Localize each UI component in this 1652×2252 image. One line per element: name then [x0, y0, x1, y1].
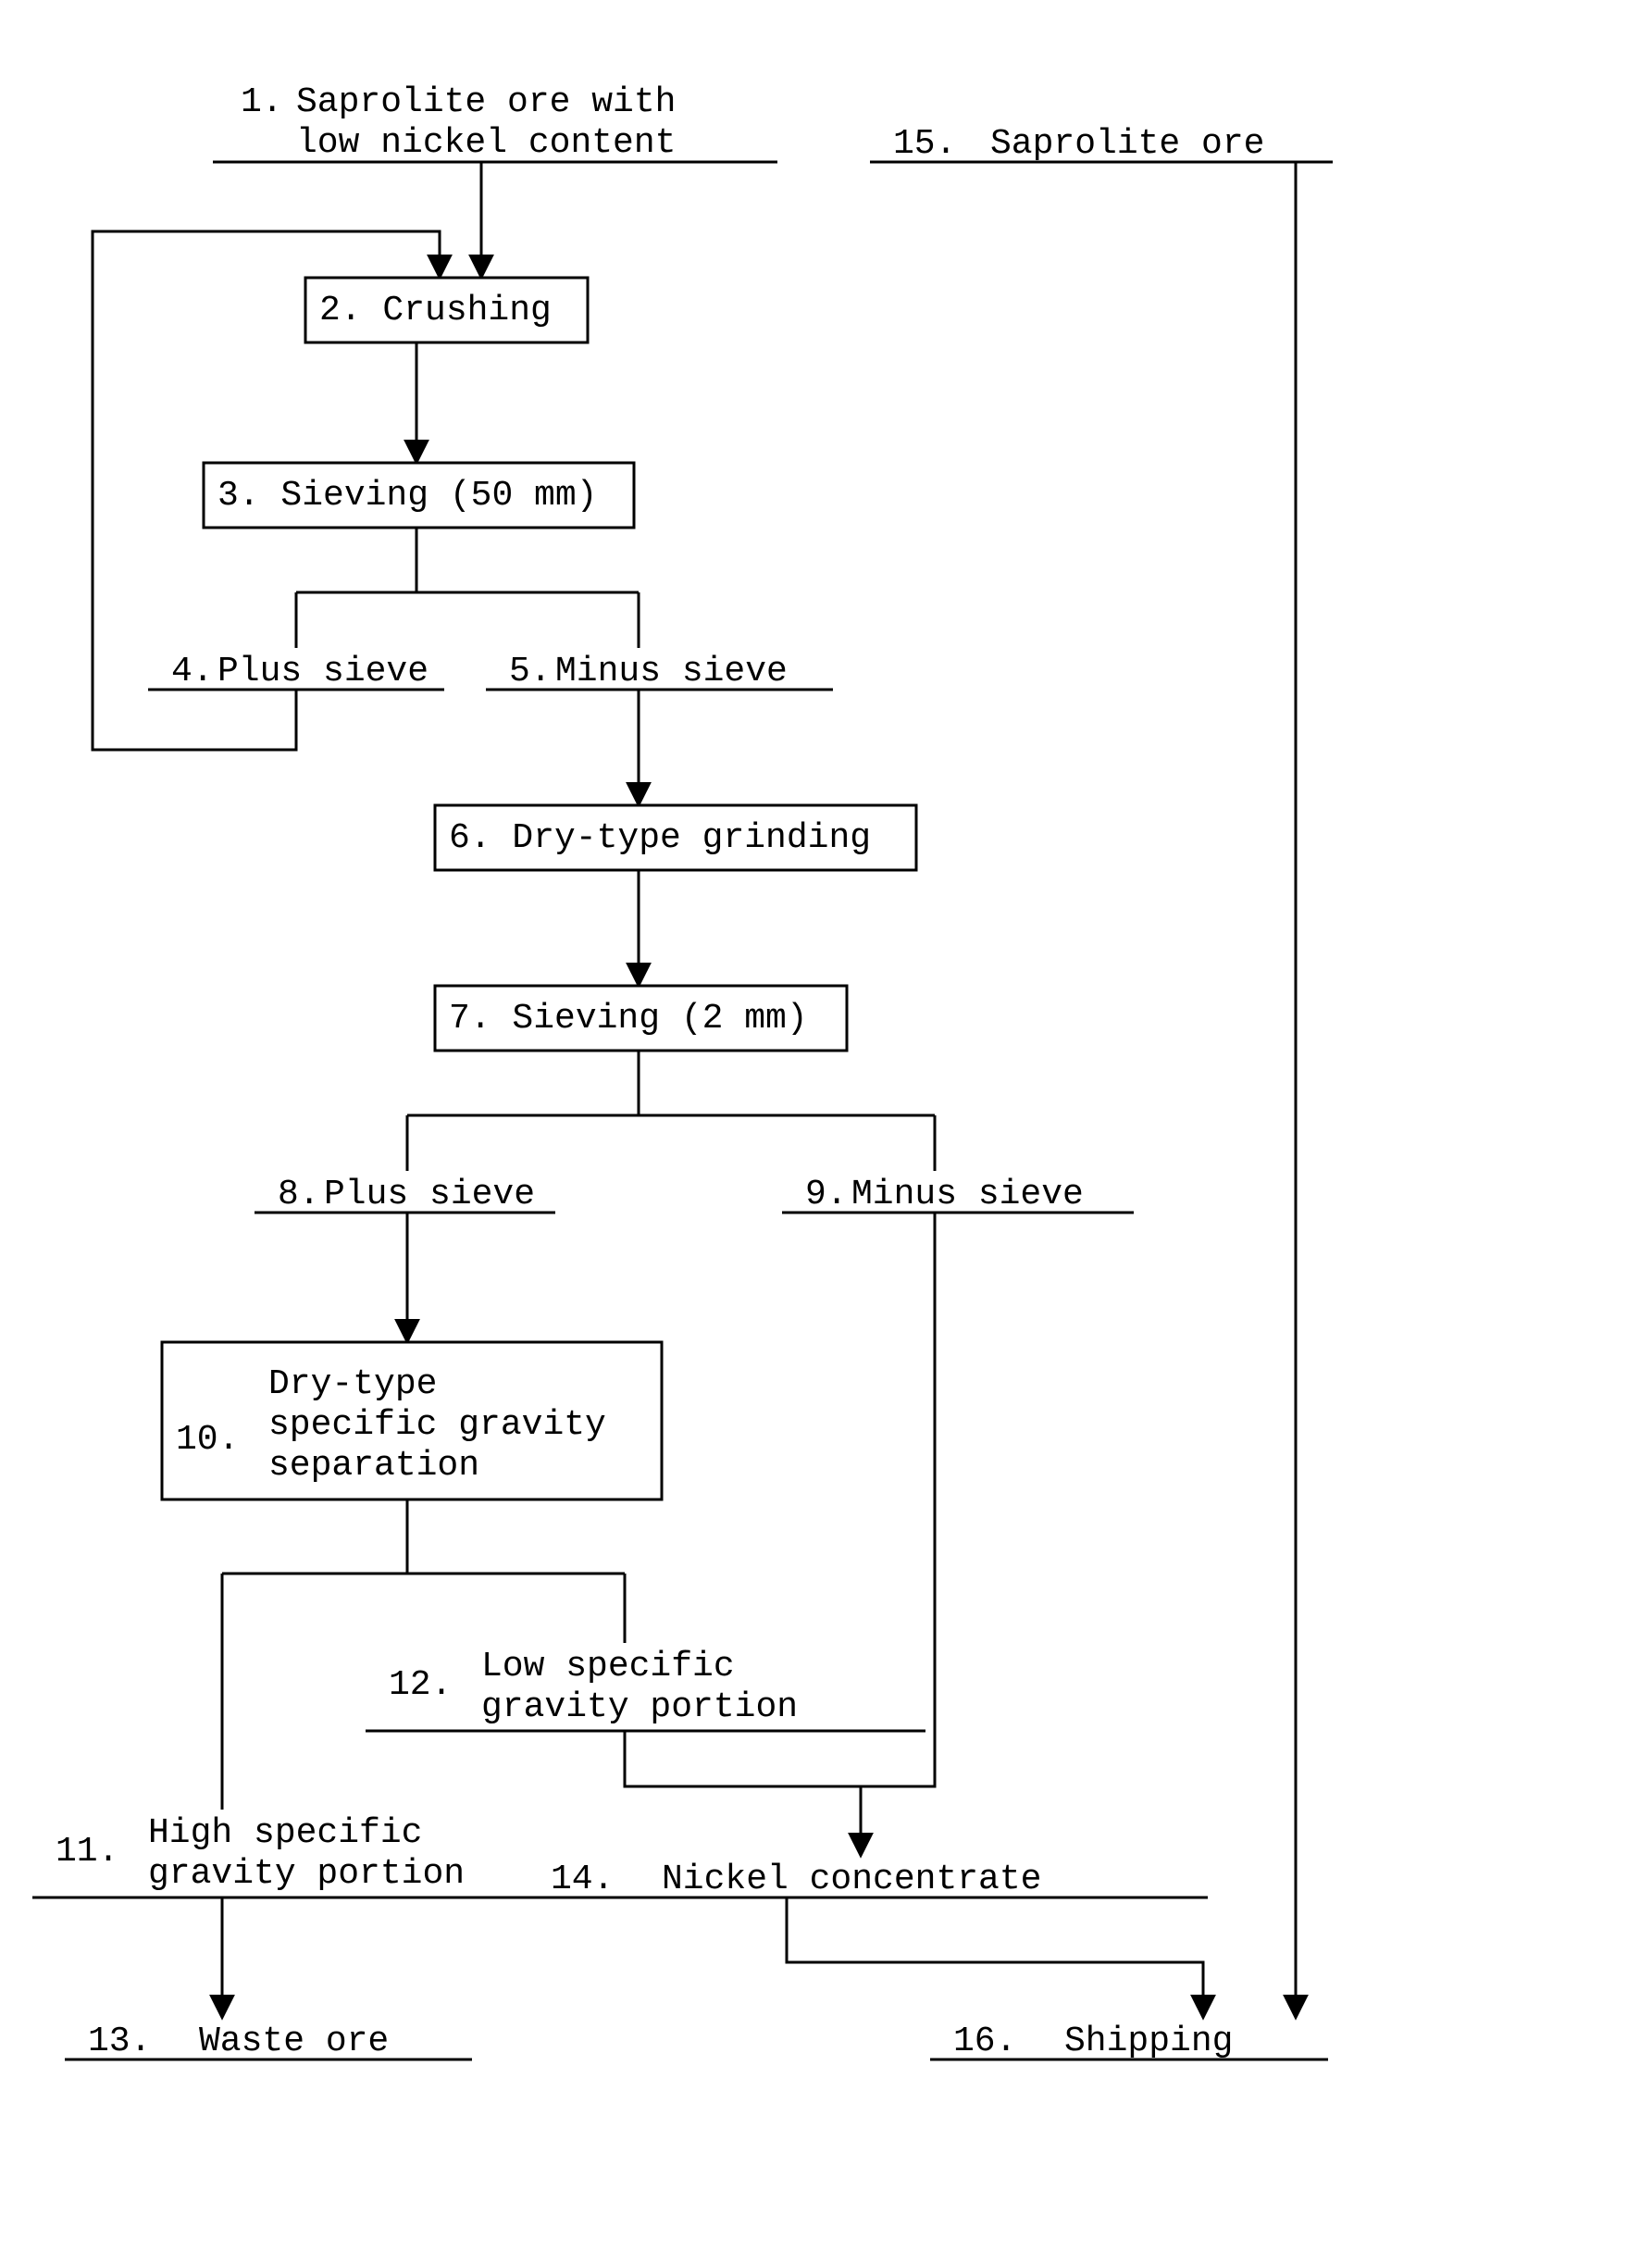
node-number: 10.	[176, 1420, 239, 1460]
node-label-line: specific gravity	[268, 1405, 606, 1445]
node-label: 2. Crushing	[319, 291, 552, 330]
node-n9: 9.Minus sieve	[782, 1175, 1134, 1214]
flowchart-canvas: 1. Saprolite ore withlow nickel content 15…	[0, 0, 1652, 2252]
node-number: 14.	[551, 1860, 614, 1899]
node-n15: 15. Saprolite ore	[870, 124, 1333, 164]
node-number: 5.	[509, 652, 552, 691]
edge-e12_14	[625, 1731, 861, 1856]
node-n2: 2. Crushing	[305, 278, 588, 342]
node-label-line: separation	[268, 1446, 479, 1486]
node-label: Minus sieve	[851, 1175, 1084, 1214]
node-n16: 16. Shipping	[930, 2022, 1328, 2061]
node-number: 12.	[389, 1665, 452, 1705]
node-label-line: Dry-type	[268, 1364, 437, 1404]
node-label-line: gravity portion	[148, 1854, 465, 1894]
node-number: 13.	[88, 2022, 151, 2061]
edge-e9_14	[861, 1213, 935, 1786]
node-number: 8.	[278, 1175, 320, 1214]
node-n6: 6. Dry-type grinding	[435, 805, 916, 870]
node-label: 7. Sieving (2 mm)	[449, 999, 808, 1039]
node-n7: 7. Sieving (2 mm)	[435, 986, 847, 1051]
node-label: 3. Sieving (50 mm)	[217, 476, 597, 516]
node-label-line: High specific	[148, 1813, 422, 1853]
node-n8: 8.Plus sieve	[255, 1175, 555, 1214]
node-n13: 13. Waste ore	[65, 2022, 472, 2061]
node-number: 1.	[241, 82, 283, 122]
node-label-line: gravity portion	[481, 1687, 798, 1727]
node-label: 6. Dry-type grinding	[449, 818, 871, 858]
node-label-line: low nickel content	[296, 123, 676, 163]
node-label: Shipping	[1064, 2022, 1233, 2061]
node-label: Waste ore	[199, 2022, 389, 2061]
node-n11: 11. High specificgravity portion	[32, 1813, 592, 1897]
node-n12: 12. Low specificgravity portion	[366, 1647, 925, 1731]
edge-e14_16	[787, 1897, 1203, 2018]
node-label: Minus sieve	[555, 652, 788, 691]
node-number: 16.	[953, 2022, 1016, 2061]
node-n1: 1. Saprolite ore withlow nickel content	[213, 82, 777, 163]
node-label: Plus sieve	[217, 652, 429, 691]
node-n14: 14. Nickel concentrate	[528, 1860, 1208, 1899]
node-n5: 5.Minus sieve	[486, 652, 833, 691]
node-label-line: Saprolite ore with	[296, 82, 676, 122]
node-number: 4.	[171, 652, 214, 691]
node-n4: 4.Plus sieve	[148, 652, 444, 691]
node-number: 15.	[893, 124, 956, 164]
node-label-line: Low specific	[481, 1647, 735, 1686]
node-number: 11.	[56, 1832, 118, 1872]
node-label: Plus sieve	[324, 1175, 535, 1214]
node-label: Nickel concentrate	[662, 1860, 1041, 1899]
node-n3: 3. Sieving (50 mm)	[204, 463, 634, 528]
node-number: 9.	[805, 1175, 848, 1214]
node-label: Saprolite ore	[990, 124, 1264, 164]
